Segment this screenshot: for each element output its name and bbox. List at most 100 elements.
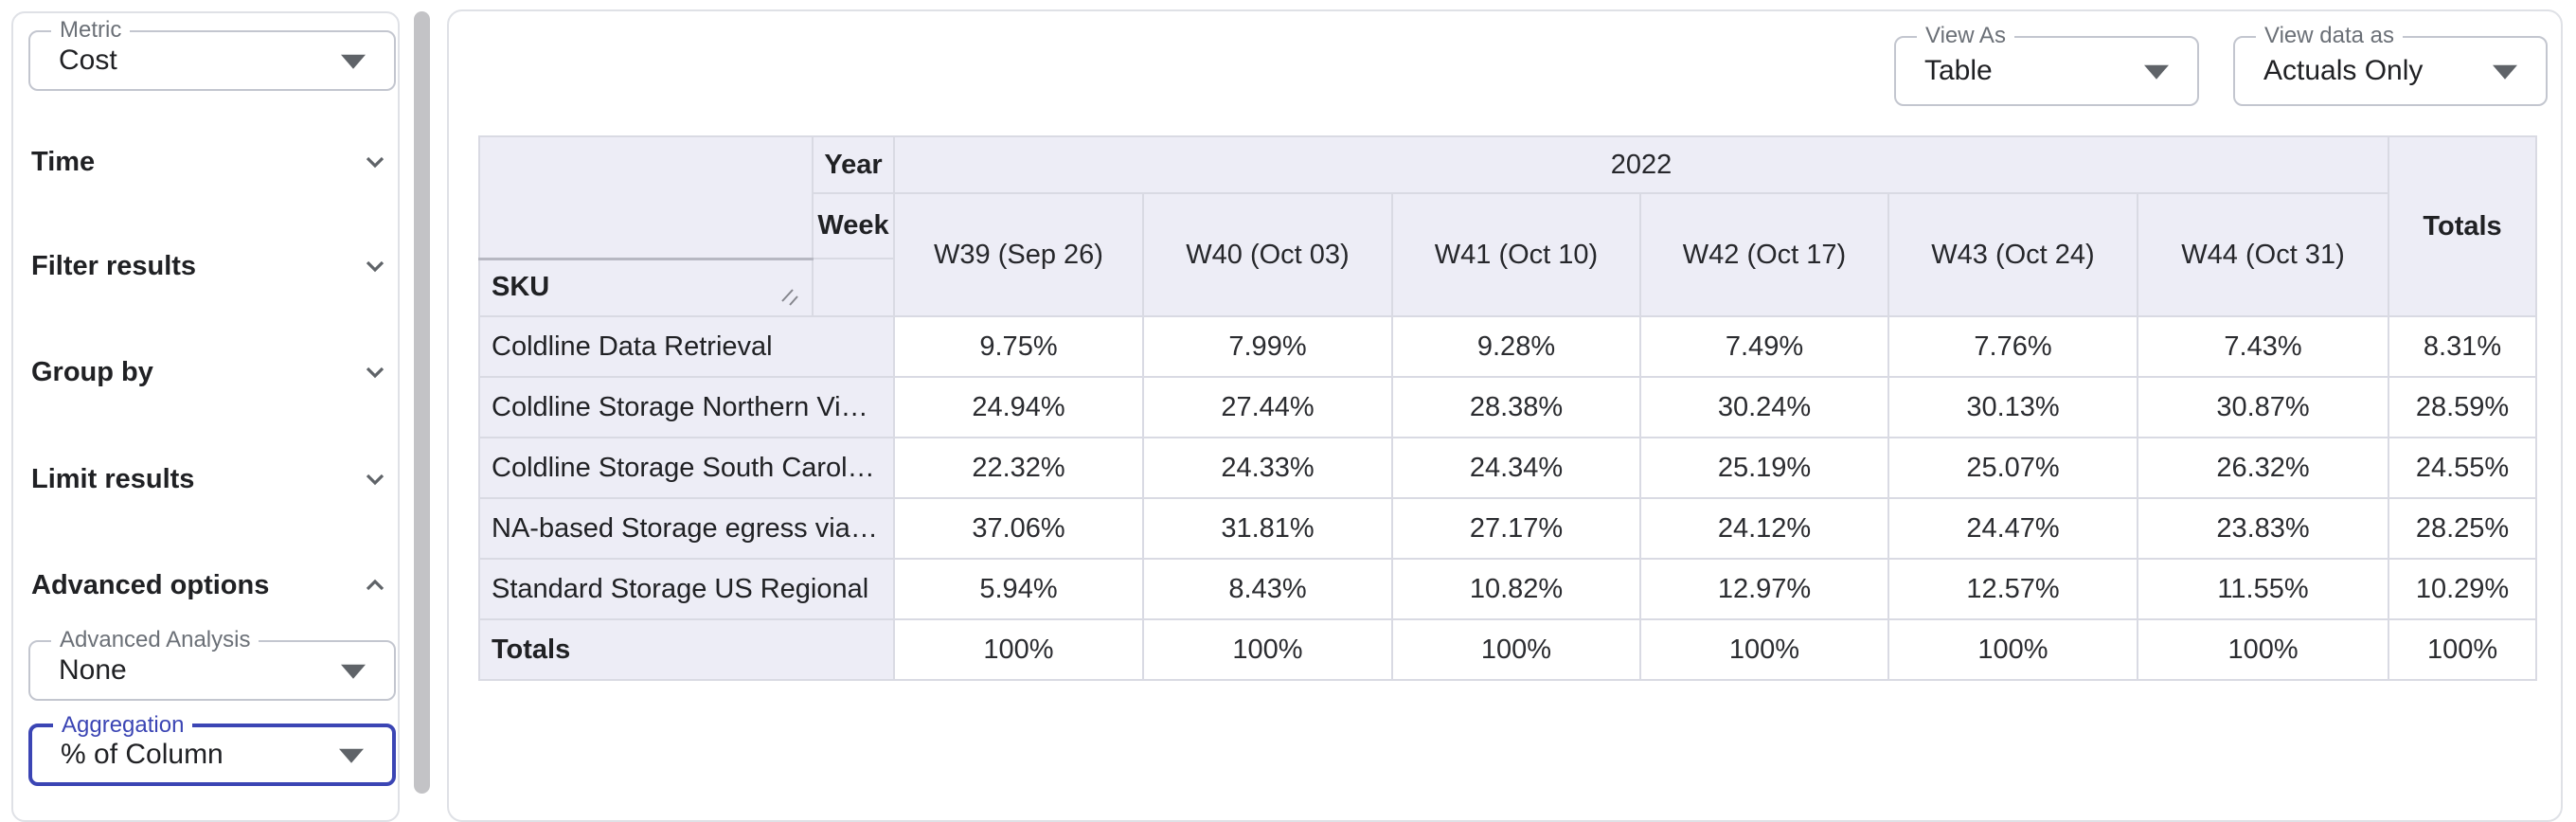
advanced-analysis-value: None <box>59 654 127 686</box>
sidebar-section-limit-results[interactable]: Limit results <box>31 459 390 499</box>
value-cell: 100% <box>1887 618 2138 681</box>
row-label-cell: Coldline Data Retrieval <box>478 315 895 378</box>
value-cell: 100% <box>893 618 1144 681</box>
week-column-header: W44 (Oct 31) <box>2136 192 2390 317</box>
value-cell: 24.12% <box>1639 497 1889 560</box>
dropdown-arrow-icon <box>2144 64 2169 80</box>
value-cell: 37.06% <box>893 497 1144 560</box>
row-label-cell: Standard Storage US Regional <box>478 558 895 620</box>
value-cell: 9.28% <box>1391 315 1641 378</box>
column-resize-handle-icon[interactable] <box>781 289 802 308</box>
metric-select[interactable]: Metric Cost <box>28 18 396 91</box>
advanced-analysis-label: Advanced Analysis <box>51 628 259 652</box>
section-title: Limit results <box>31 463 195 494</box>
view-as-label: View As <box>1917 24 2014 48</box>
totals-row: Totals 100% 100% 100% 100% 100% 100% 100% <box>478 618 2538 681</box>
year-header-row: Year 2022 Totals <box>478 135 2538 317</box>
section-title: Advanced options <box>31 569 270 600</box>
metric-label: Metric <box>51 18 131 43</box>
week-column-header: W42 (Oct 17) <box>1639 192 1889 317</box>
row-total-cell: 24.55% <box>2388 437 2538 499</box>
value-cell: 25.07% <box>1887 437 2138 499</box>
aggregation-value: % of Column <box>61 739 224 770</box>
sku-column-header: SKU <box>478 258 814 317</box>
row-total-cell: 28.25% <box>2388 497 2538 560</box>
section-title: Time <box>31 146 96 177</box>
dropdown-arrow-icon <box>339 748 364 763</box>
value-cell: 8.43% <box>1142 558 1393 620</box>
table-row: Coldline Storage South Carol… 22.32% 24.33… <box>478 437 2538 499</box>
row-label-cell: Totals <box>478 618 895 681</box>
table-row: Standard Storage US Regional 5.94% 8.43% 10… <box>478 558 2538 620</box>
totals-column-header: Totals <box>2388 135 2538 317</box>
sidebar-section-filter-results[interactable]: Filter results <box>31 246 390 286</box>
chevron-down-icon <box>366 474 385 486</box>
week-header-row: Week W39 (Sep 26) W40 (Oct 03) W41 (Oct … <box>479 192 2536 317</box>
section-title: Filter results <box>31 250 197 281</box>
value-cell: 12.57% <box>1887 558 2138 620</box>
value-cell: 22.32% <box>893 437 1144 499</box>
value-cell: 5.94% <box>893 558 1144 620</box>
value-cell: 27.44% <box>1142 376 1393 438</box>
dropdown-arrow-icon <box>341 664 366 679</box>
value-cell: 31.81% <box>1142 497 1393 560</box>
value-cell: 28.38% <box>1391 376 1641 438</box>
value-cell: 30.24% <box>1639 376 1889 438</box>
empty-header-cell <box>812 258 895 317</box>
aggregation-label: Aggregation <box>53 713 193 738</box>
value-cell: 24.34% <box>1391 437 1641 499</box>
value-cell: 10.82% <box>1391 558 1641 620</box>
sidebar-section-group-by[interactable]: Group by <box>31 352 390 392</box>
sidebar-scrollbar[interactable] <box>414 11 430 794</box>
value-cell: 11.55% <box>2136 558 2390 620</box>
value-cell: 12.97% <box>1639 558 1889 620</box>
chevron-down-icon <box>366 366 385 379</box>
week-column-header: W43 (Oct 24) <box>1887 192 2138 317</box>
value-cell: 30.87% <box>2136 376 2390 438</box>
view-as-select[interactable]: View As Table <box>1894 24 2199 106</box>
value-cell: 25.19% <box>1639 437 1889 499</box>
dropdown-arrow-icon <box>2493 64 2517 80</box>
table-row: Coldline Storage Northern Vi… 24.94% 27.44… <box>478 376 2538 438</box>
row-total-cell: 100% <box>2388 618 2538 681</box>
row-total-cell: 8.31% <box>2388 315 2538 378</box>
sidebar-section-time[interactable]: Time <box>31 142 390 182</box>
value-cell: 24.33% <box>1142 437 1393 499</box>
chevron-down-icon <box>366 156 385 169</box>
advanced-analysis-select[interactable]: Advanced Analysis None <box>28 628 396 701</box>
week-row-label: Week <box>812 192 895 259</box>
table-row: Coldline Data Retrieval 9.75% 7.99% 9.28% 7.… <box>478 315 2538 378</box>
row-label-cell: NA-based Storage egress via… <box>478 497 895 560</box>
value-cell: 100% <box>1391 618 1641 681</box>
view-data-as-value: Actuals Only <box>2263 55 2424 86</box>
chevron-down-icon <box>366 260 385 273</box>
metric-value: Cost <box>59 45 117 76</box>
value-cell: 30.13% <box>1887 376 2138 438</box>
week-column-header: W40 (Oct 03) <box>1142 192 1393 317</box>
dropdown-arrow-icon <box>341 54 366 69</box>
row-total-cell: 28.59% <box>2388 376 2538 438</box>
value-cell: 100% <box>1639 618 1889 681</box>
row-total-cell: 10.29% <box>2388 558 2538 620</box>
sku-label: SKU <box>492 272 550 303</box>
sku-header-row: SKU <box>478 258 2536 317</box>
value-cell: 100% <box>2136 618 2390 681</box>
value-cell: 26.32% <box>2136 437 2390 499</box>
value-cell: 7.76% <box>1887 315 2138 378</box>
week-column-header: W41 (Oct 10) <box>1391 192 1641 317</box>
view-data-as-select[interactable]: View data as Actuals Only <box>2233 24 2548 106</box>
value-cell: 27.17% <box>1391 497 1641 560</box>
year-group-header: 2022 <box>892 135 2390 194</box>
value-cell: 7.43% <box>2136 315 2390 378</box>
sidebar-section-advanced-options[interactable]: Advanced options <box>31 565 390 605</box>
view-as-value: Table <box>1924 55 1993 86</box>
section-title: Group by <box>31 356 153 387</box>
table-row: NA-based Storage egress via… 37.06% 31.81%… <box>478 497 2538 560</box>
year-row-label: Year <box>812 135 895 194</box>
aggregation-select[interactable]: Aggregation % of Column <box>28 713 396 786</box>
value-cell: 9.75% <box>893 315 1144 378</box>
value-cell: 23.83% <box>2136 497 2390 560</box>
pivot-table: Year 2022 Totals Week W39 (Sep 26) W40 (… <box>478 135 2538 681</box>
row-label-cell: Coldline Storage Northern Vi… <box>478 376 895 438</box>
table-corner-cell <box>478 135 814 260</box>
